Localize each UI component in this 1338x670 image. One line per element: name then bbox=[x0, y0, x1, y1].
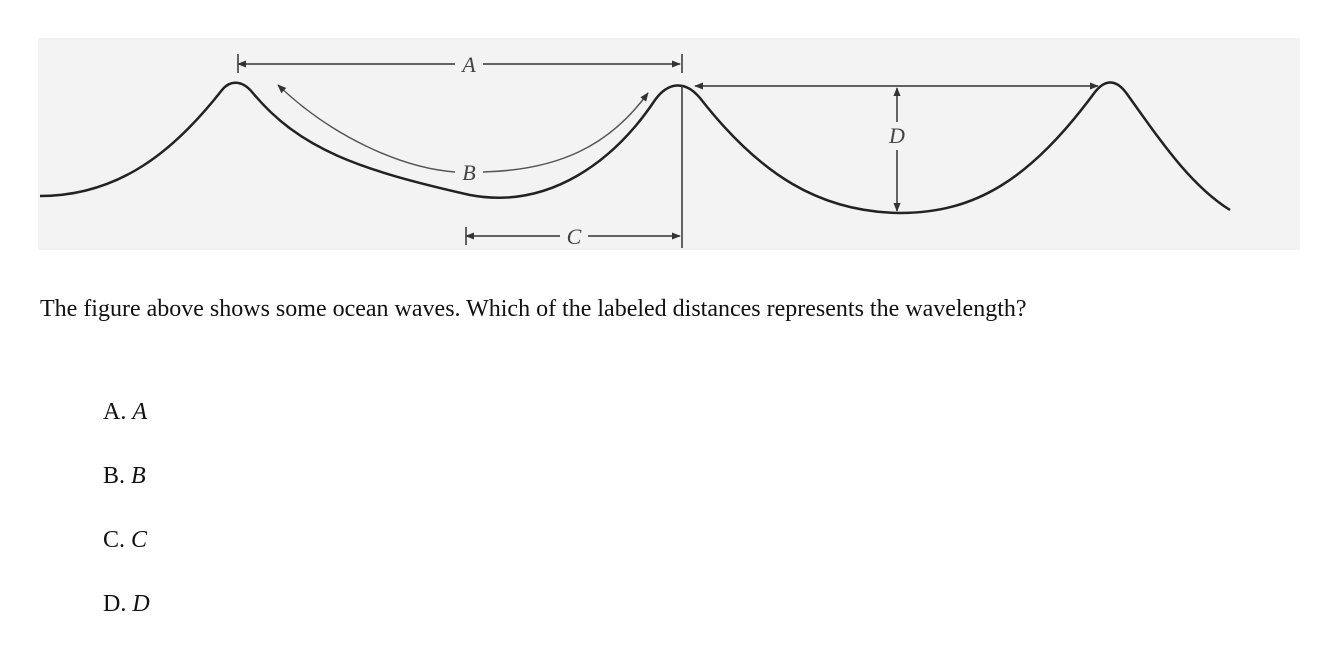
choice-letter: A. bbox=[103, 399, 127, 425]
choice-value: C bbox=[131, 527, 148, 553]
label-a: A bbox=[460, 52, 476, 77]
distance-b-curve-left bbox=[277, 84, 456, 173]
answer-choice-a[interactable]: A. A bbox=[103, 395, 147, 429]
figure-background bbox=[38, 38, 1300, 250]
choice-letter: C. bbox=[103, 527, 126, 553]
distance-b-curve-right bbox=[482, 92, 649, 173]
choice-value: D bbox=[132, 591, 150, 617]
label-b: B bbox=[462, 160, 475, 185]
choice-value: A bbox=[132, 399, 148, 425]
choice-letter: D. bbox=[103, 591, 127, 617]
question-text: The figure above shows some ocean waves.… bbox=[40, 296, 1027, 322]
answer-choice-b[interactable]: B. B bbox=[103, 459, 146, 493]
answer-choice-d[interactable]: D. D bbox=[103, 587, 150, 621]
choice-letter: B. bbox=[103, 463, 126, 489]
ocean-wave-figure: A B C D bbox=[38, 38, 1300, 250]
wave-profile bbox=[39, 81, 1231, 215]
label-c: C bbox=[567, 224, 582, 249]
label-d: D bbox=[888, 123, 905, 148]
choice-value: B bbox=[131, 463, 146, 489]
answer-choice-c[interactable]: C. C bbox=[103, 523, 147, 557]
